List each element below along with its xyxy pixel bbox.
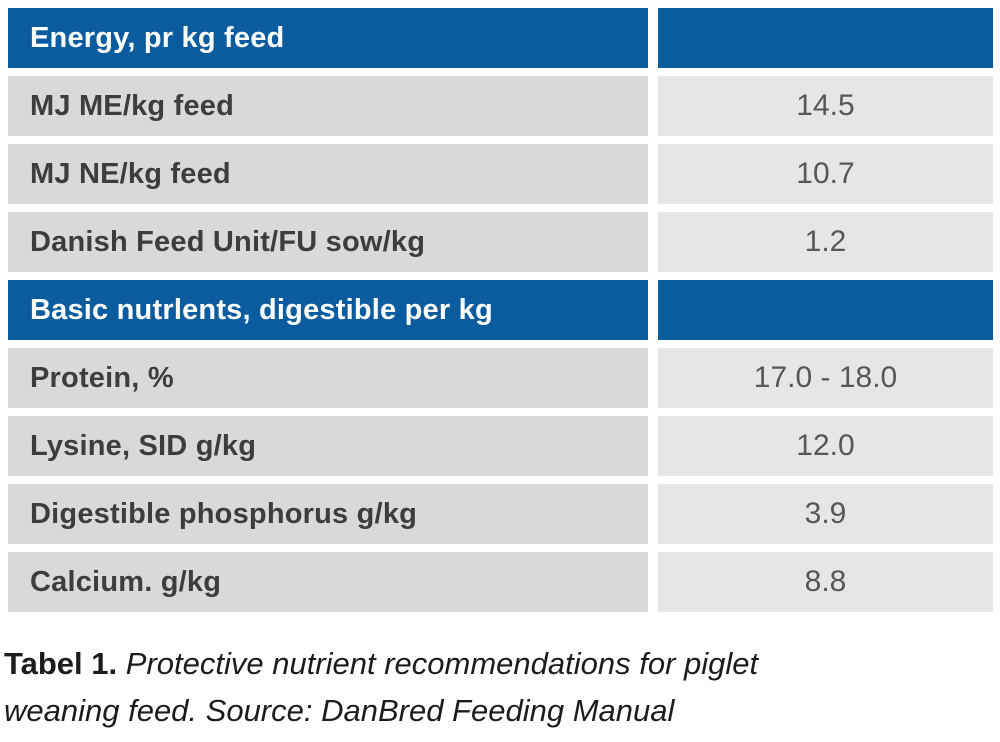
- row-value-mj-ne: 10.7: [658, 144, 993, 204]
- row-label-mj-me: MJ ME/kg feed: [8, 76, 648, 136]
- table-caption: Tabel 1. Protective nutrient recommendat…: [4, 640, 984, 734]
- section-header-energy: Energy, pr kg feed: [8, 8, 648, 68]
- section-header-energy-value-cell: [658, 8, 993, 68]
- row-value-lysine: 12.0: [658, 416, 993, 476]
- row-label-danish-feed-unit: Danish Feed Unit/FU sow/kg: [8, 212, 648, 272]
- caption-table-number: Tabel 1.: [4, 646, 118, 681]
- row-label-digestible-phosphorus: Digestible phosphorus g/kg: [8, 484, 648, 544]
- row-value-mj-me: 14.5: [658, 76, 993, 136]
- row-label-mj-ne: MJ NE/kg feed: [8, 144, 648, 204]
- caption-line-1: Tabel 1. Protective nutrient recommendat…: [4, 640, 984, 687]
- row-label-calcium: Calcium. g/kg: [8, 552, 648, 612]
- row-value-protein: 17.0 - 18.0: [658, 348, 993, 408]
- caption-text-line1: Protective nutrient recommendations for …: [125, 646, 759, 681]
- row-value-danish-feed-unit: 1.2: [658, 212, 993, 272]
- row-label-protein: Protein, %: [8, 348, 648, 408]
- section-header-basic-nutrients: Basic nutrlents, digestible per kg: [8, 280, 648, 340]
- row-value-calcium: 8.8: [658, 552, 993, 612]
- caption-text-line2: weaning feed. Source: DanBred Feeding Ma…: [4, 693, 675, 728]
- row-label-lysine: Lysine, SID g/kg: [8, 416, 648, 476]
- row-value-digestible-phosphorus: 3.9: [658, 484, 993, 544]
- nutrient-table: Energy, pr kg feed MJ ME/kg feed 14.5 MJ…: [8, 8, 993, 612]
- section-header-basic-nutrients-value-cell: [658, 280, 993, 340]
